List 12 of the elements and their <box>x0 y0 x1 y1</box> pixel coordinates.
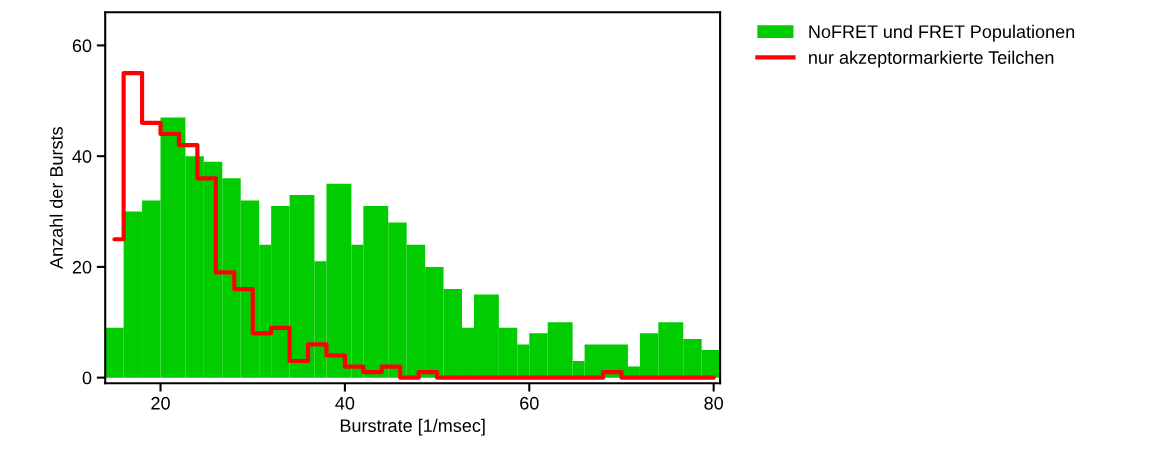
y-axis-title: Anzahl der Bursts <box>49 127 63 269</box>
y-tick-label: 0 <box>82 371 92 385</box>
x-tick-label: 40 <box>335 396 355 410</box>
legend-label: NoFRET und FRET Populationen <box>809 24 1075 42</box>
legend-label: nur akzeptormarkierte Teilchen <box>809 50 1054 68</box>
x-tick-label: 80 <box>704 396 723 410</box>
x-axis-title: Burstrate [1/msec] <box>340 418 485 436</box>
y-tick-label: 40 <box>72 150 92 163</box>
y-tick-label: 60 <box>72 39 92 53</box>
y-tick-label: 20 <box>72 260 92 274</box>
x-tick-label: 60 <box>520 396 539 410</box>
x-tick-label: 20 <box>151 396 170 410</box>
